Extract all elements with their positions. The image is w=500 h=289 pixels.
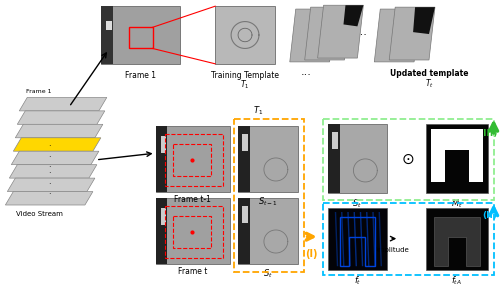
Polygon shape	[344, 5, 363, 26]
Bar	[426, 124, 488, 193]
Polygon shape	[330, 7, 350, 28]
Text: (I): (I)	[306, 249, 318, 259]
Polygon shape	[290, 9, 336, 62]
Polygon shape	[8, 178, 95, 192]
Polygon shape	[374, 9, 420, 62]
Polygon shape	[10, 165, 97, 178]
Text: ·
·
·: · · ·	[48, 169, 50, 199]
Text: Frame 1: Frame 1	[125, 71, 156, 79]
Text: $f_{tA}$: $f_{tA}$	[452, 274, 462, 287]
Text: Frame t-1: Frame t-1	[174, 195, 211, 204]
Text: Training Template: Training Template	[211, 71, 279, 79]
Polygon shape	[12, 151, 99, 165]
Text: ···: ···	[357, 30, 368, 40]
Bar	[101, 6, 113, 64]
Bar	[174, 216, 211, 248]
Polygon shape	[16, 124, 103, 138]
Bar	[328, 124, 340, 193]
Bar	[322, 118, 494, 200]
Polygon shape	[413, 7, 435, 34]
Text: $S_{t-1}$: $S_{t-1}$	[258, 195, 278, 208]
Bar	[156, 126, 230, 192]
Bar	[426, 208, 488, 270]
Bar	[332, 132, 338, 149]
Bar	[238, 126, 298, 192]
Text: $T_t$: $T_t$	[424, 77, 434, 90]
Bar	[160, 136, 166, 153]
Text: $T_1$: $T_1$	[240, 78, 250, 91]
Text: Video Stream: Video Stream	[16, 211, 63, 217]
Polygon shape	[389, 7, 435, 60]
Text: $\odot$: $\odot$	[402, 151, 415, 166]
Text: Updated template: Updated template	[390, 68, 468, 78]
Polygon shape	[14, 138, 101, 151]
Text: (II): (II)	[482, 211, 498, 220]
Text: Amplitude: Amplitude	[374, 247, 410, 253]
Text: $M_t$: $M_t$	[451, 197, 462, 210]
Bar	[156, 198, 168, 264]
Text: $f_t$: $f_t$	[354, 274, 361, 287]
Polygon shape	[431, 129, 482, 182]
Bar	[174, 144, 211, 176]
Bar	[242, 206, 248, 223]
Bar	[238, 198, 298, 264]
Bar	[166, 134, 223, 186]
Polygon shape	[6, 192, 93, 205]
Text: $T_1$: $T_1$	[253, 104, 263, 117]
Bar	[328, 208, 387, 270]
Bar	[242, 134, 248, 151]
Text: ·
·
·: · · ·	[48, 142, 50, 172]
Bar	[215, 6, 275, 64]
Bar	[156, 198, 230, 264]
Bar	[322, 203, 494, 275]
Bar	[156, 126, 168, 192]
Bar	[328, 124, 387, 193]
Polygon shape	[318, 5, 364, 58]
Polygon shape	[304, 7, 350, 60]
Text: $S_t$: $S_t$	[352, 197, 362, 210]
Text: Frame 1: Frame 1	[26, 89, 52, 94]
Polygon shape	[20, 97, 107, 111]
Text: ···: ···	[300, 71, 311, 81]
Polygon shape	[316, 9, 336, 30]
Polygon shape	[18, 111, 105, 124]
Bar	[234, 118, 304, 272]
Polygon shape	[398, 9, 420, 36]
Bar	[166, 206, 223, 258]
Polygon shape	[434, 218, 480, 266]
Text: (III): (III)	[479, 129, 498, 138]
Bar	[238, 126, 250, 192]
Text: $S_t$: $S_t$	[263, 267, 273, 280]
Text: Frame t: Frame t	[178, 267, 207, 277]
Bar	[101, 6, 180, 64]
Bar	[160, 208, 166, 225]
Bar	[238, 198, 250, 264]
Bar	[106, 21, 112, 30]
Bar	[128, 27, 152, 49]
